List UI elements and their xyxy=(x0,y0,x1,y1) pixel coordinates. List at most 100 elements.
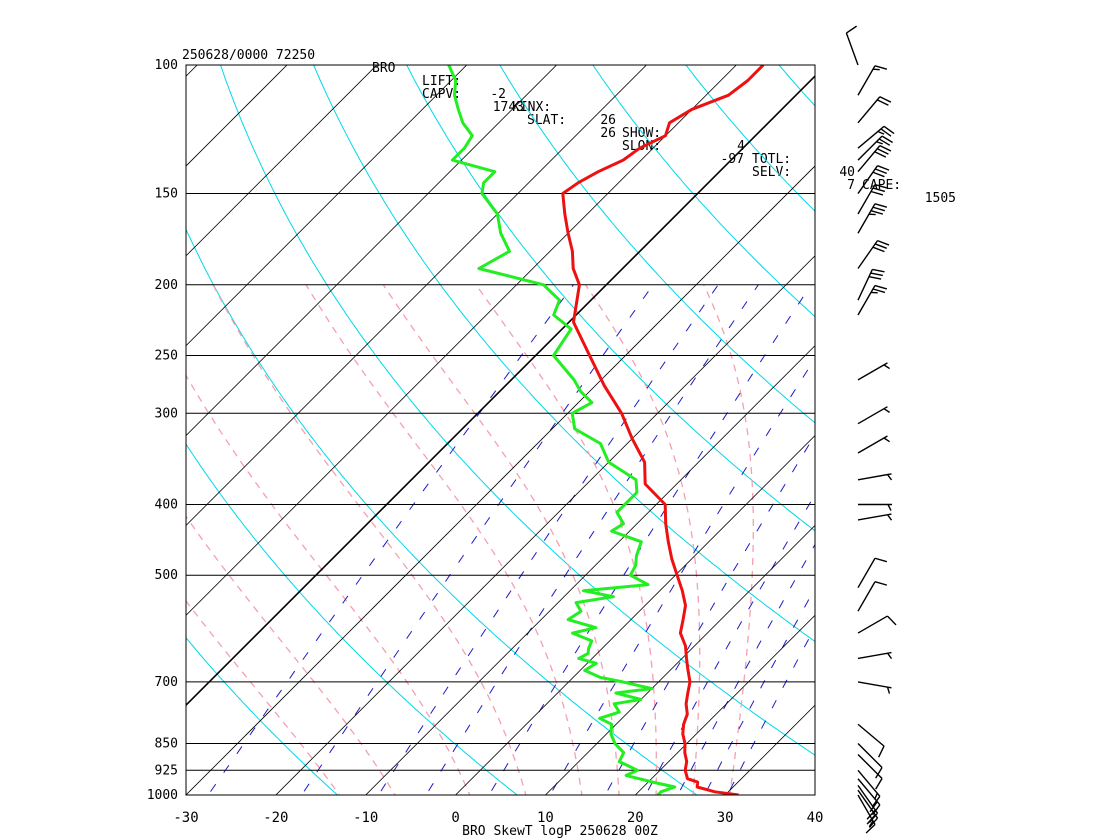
isotherm xyxy=(186,65,378,257)
barb-feather xyxy=(886,686,891,694)
dry-adiabat xyxy=(499,65,815,424)
temperature-tick-label: -20 xyxy=(263,810,288,826)
wind-barb xyxy=(857,362,890,381)
barb-feather xyxy=(868,812,879,823)
barb-feather xyxy=(880,128,892,137)
barb-feather xyxy=(878,745,885,758)
barb-feather xyxy=(868,817,879,828)
barb-shaft xyxy=(857,615,888,634)
barb-feather xyxy=(874,243,888,249)
pressure-tick-label: 850 xyxy=(155,736,178,751)
barb-feather xyxy=(874,284,888,290)
isotherm xyxy=(544,524,815,795)
barb-shaft xyxy=(857,362,888,381)
temperature-tick-label: -10 xyxy=(353,810,378,826)
index-value-totl: 40 xyxy=(839,165,855,180)
barb-shaft xyxy=(857,135,883,161)
barb-shaft xyxy=(857,203,876,234)
index-value-capv: 1743 xyxy=(492,100,524,115)
wind-barb xyxy=(857,723,885,758)
barb-feather xyxy=(870,210,884,215)
pressure-tick-label: 100 xyxy=(155,58,178,73)
date-station: 250628/0000 72250 xyxy=(182,48,316,63)
mixing-ratio-line xyxy=(677,543,815,795)
barb-feather xyxy=(886,514,893,521)
index-label-selv: SELV: xyxy=(752,165,792,180)
barb-feather xyxy=(872,288,886,294)
pressure-tick-label: 700 xyxy=(155,675,178,690)
barb-feather xyxy=(866,809,876,820)
wind-barb xyxy=(857,239,890,269)
dry-adiabat xyxy=(186,443,518,795)
barb-shaft xyxy=(857,65,876,96)
barb-feather xyxy=(870,190,884,196)
temperature-tick-label: 20 xyxy=(627,810,644,826)
dry-adiabat xyxy=(186,228,698,795)
barb-feather xyxy=(883,437,890,443)
barb-feather xyxy=(872,804,881,816)
wind-barb xyxy=(857,144,892,173)
isotherm xyxy=(186,65,288,167)
barb-feather xyxy=(877,130,885,135)
mixing-ratio-line xyxy=(703,587,815,795)
barb-feather xyxy=(876,141,883,145)
barb-feather xyxy=(878,138,891,146)
dry-adiabat xyxy=(219,65,815,756)
profiles xyxy=(447,65,765,795)
barb-feather xyxy=(877,165,890,171)
x-axis-caption: BRO SkewT logP 250628 00Z xyxy=(462,824,658,839)
pressure-tick-label: 150 xyxy=(155,187,178,202)
pressure-labels: 100 150 200 250 300 400 500 700 850 925 1000 xyxy=(147,58,178,803)
barb-feather xyxy=(870,272,883,277)
barb-shaft xyxy=(857,145,881,173)
dry-adiabat xyxy=(592,65,815,318)
wind-barbs xyxy=(845,25,897,834)
barb-feather xyxy=(869,801,878,813)
pressure-tick-label: 250 xyxy=(155,348,178,363)
isotherm xyxy=(634,614,815,795)
moist-adiabat xyxy=(475,284,658,795)
moist-adiabat xyxy=(186,599,341,795)
dry-adiabat xyxy=(949,49,1120,811)
mixing-ratio-line xyxy=(425,284,759,795)
barb-feather xyxy=(879,96,892,103)
moist-adiabat xyxy=(212,284,527,795)
isotherm xyxy=(186,65,198,77)
isobars xyxy=(186,64,815,796)
barb-shaft xyxy=(857,742,883,769)
barb-feather xyxy=(883,364,890,370)
wind-barb xyxy=(857,96,892,124)
barb-shaft xyxy=(857,435,888,454)
barb-shaft xyxy=(857,96,881,124)
barb-feather xyxy=(873,792,878,800)
dry-adiabat xyxy=(857,49,1120,811)
wind-barb xyxy=(857,769,881,807)
mixing-ratio-line xyxy=(726,626,815,795)
barb-feather xyxy=(874,168,888,175)
wind-barb xyxy=(857,513,893,521)
mixing-ratio-line xyxy=(301,284,654,795)
barb-shaft xyxy=(857,406,888,425)
pressure-tick-label: 500 xyxy=(155,568,178,583)
wind-barb xyxy=(857,615,897,634)
barb-shaft xyxy=(857,184,876,215)
barb-shaft xyxy=(857,285,876,316)
index-value-kinx: 26 xyxy=(600,113,616,128)
moist-adiabat xyxy=(703,284,754,795)
plot-frame xyxy=(185,64,816,796)
index-value-show: 4 xyxy=(737,139,745,154)
isotherm xyxy=(186,65,647,526)
wind-barb xyxy=(857,135,894,161)
isotherm xyxy=(275,255,815,795)
barb-shaft xyxy=(857,581,876,612)
barb-feather xyxy=(886,615,897,626)
wind-barb xyxy=(857,406,890,425)
barb-feather xyxy=(883,125,895,135)
wind-barb xyxy=(857,268,885,301)
wind-barb xyxy=(857,784,879,823)
barb-feather xyxy=(874,151,887,158)
mixing-ratio-line xyxy=(377,284,719,795)
barb-shaft xyxy=(857,165,879,194)
barb-feather xyxy=(887,504,892,511)
isotherm xyxy=(724,704,815,795)
